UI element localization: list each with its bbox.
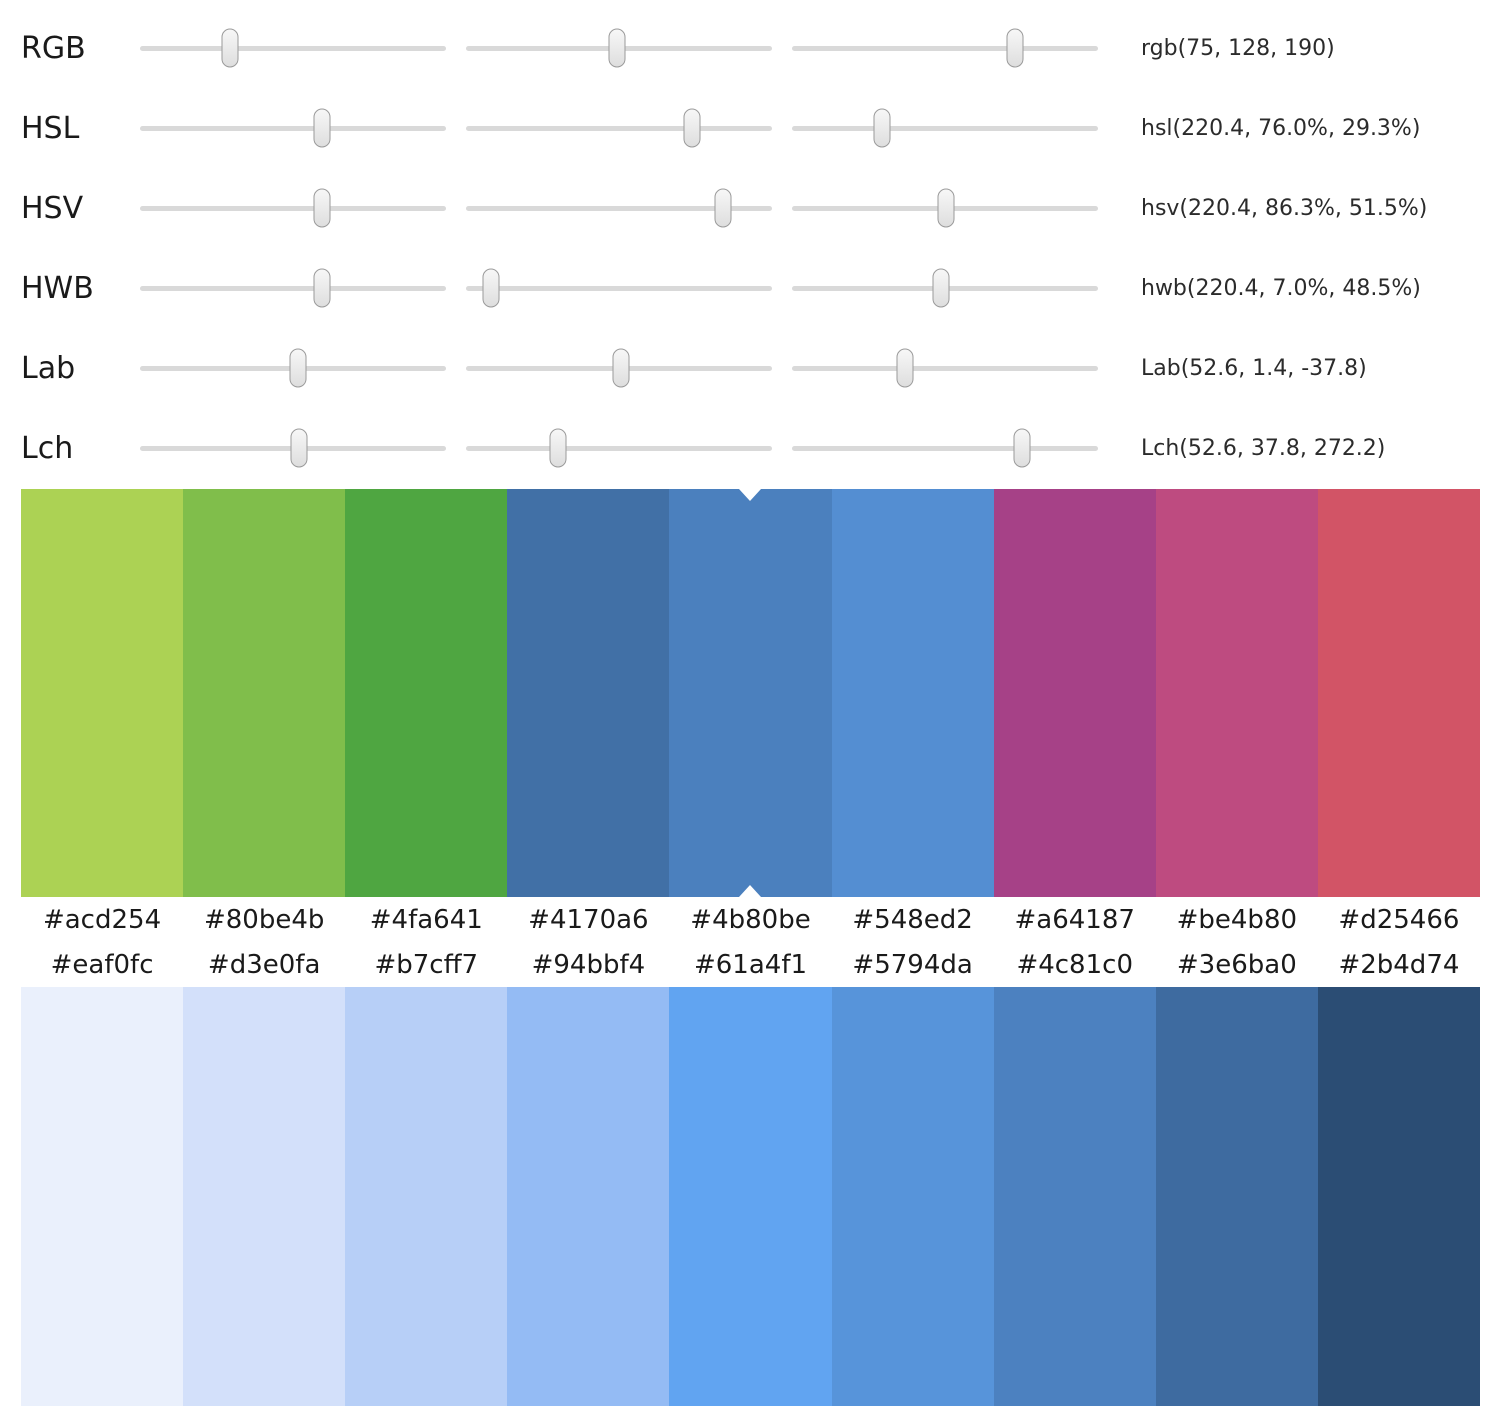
- swatch-hex-label: #4c81c0: [1016, 949, 1133, 980]
- slider-thumb[interactable]: [482, 268, 500, 308]
- slider-thumb[interactable]: [937, 188, 955, 228]
- slider-thumb[interactable]: [313, 188, 331, 228]
- palette-swatch[interactable]: [1155, 489, 1318, 897]
- palette-swatch[interactable]: [21, 489, 184, 897]
- slider-thumb[interactable]: [683, 108, 701, 148]
- slider-track-3[interactable]: [792, 28, 1098, 68]
- slider-value: hsl(220.4, 76.0%, 29.3%): [1141, 115, 1421, 141]
- slider-row-label: RGB: [21, 30, 86, 66]
- palette-swatch[interactable]: [183, 489, 346, 897]
- slider-track-1[interactable]: [140, 188, 446, 228]
- slider-track-1[interactable]: [140, 28, 446, 68]
- slider-thumb[interactable]: [290, 428, 308, 468]
- slider-value: hsv(220.4, 86.3%, 51.5%): [1141, 195, 1428, 221]
- slider-thumb[interactable]: [313, 108, 331, 148]
- slider-row-rgb: RGB rgb(75, 128, 190): [0, 8, 1501, 88]
- palette-swatch[interactable]: [345, 489, 508, 897]
- slider-track-2[interactable]: [466, 28, 772, 68]
- slider-track-1[interactable]: [140, 268, 446, 308]
- palette-top-labels: #acd254 #80be4b #4fa641 #4170a6 #4b80be #548e…: [21, 897, 1480, 942]
- slider-track-2[interactable]: [466, 268, 772, 308]
- slider-thumb[interactable]: [1013, 428, 1031, 468]
- slider-track-1[interactable]: [140, 108, 446, 148]
- palette-swatch[interactable]: [1317, 489, 1480, 897]
- swatch-hex-label: #2b4d74: [1338, 949, 1460, 980]
- slider-track-2[interactable]: [466, 108, 772, 148]
- swatch-hex-label: #eaf0fc: [50, 949, 154, 980]
- palette-bottom: [21, 987, 1480, 1406]
- palette-swatch[interactable]: [1155, 987, 1318, 1406]
- selected-swatch-notch-top-icon: [739, 489, 762, 501]
- slider-row-label: HSV: [21, 190, 84, 226]
- slider-row-hwb: HWB hwb(220.4, 7.0%, 48.5%): [0, 248, 1501, 328]
- slider-thumb[interactable]: [1006, 28, 1024, 68]
- slider-thumb[interactable]: [313, 268, 331, 308]
- palette-swatch[interactable]: [345, 987, 508, 1406]
- swatch-hex-label: #4b80be: [690, 904, 811, 935]
- slider-track-2[interactable]: [466, 428, 772, 468]
- swatch-hex-label: #be4b80: [1176, 904, 1298, 935]
- palette-swatch[interactable]: [831, 489, 994, 897]
- slider-row-lab: Lab Lab(52.6, 1.4, -37.8): [0, 328, 1501, 408]
- selected-swatch-notch-bottom-icon: [739, 885, 762, 897]
- swatch-hex-label: #80be4b: [203, 904, 325, 935]
- slider-row-label: Lab: [21, 350, 76, 386]
- palette-swatch[interactable]: [507, 987, 670, 1406]
- swatch-hex-label: #a64187: [1014, 904, 1135, 935]
- swatch-hex-label: #d25466: [1338, 904, 1460, 935]
- palette-top: [21, 489, 1480, 897]
- slider-value: hwb(220.4, 7.0%, 48.5%): [1141, 275, 1421, 301]
- swatch-hex-label: #3e6ba0: [1176, 949, 1297, 980]
- swatch-hex-label: #d3e0fa: [207, 949, 321, 980]
- slider-track-1[interactable]: [140, 428, 446, 468]
- slider-row-label: Lch: [21, 430, 74, 466]
- slider-track-2[interactable]: [466, 348, 772, 388]
- slider-track-3[interactable]: [792, 428, 1098, 468]
- slider-thumb[interactable]: [714, 188, 732, 228]
- palette-swatch[interactable]: [993, 489, 1156, 897]
- palette-swatch[interactable]: [183, 987, 346, 1406]
- slider-track-3[interactable]: [792, 108, 1098, 148]
- slider-value: Lch(52.6, 37.8, 272.2): [1141, 435, 1386, 461]
- slider-thumb[interactable]: [896, 348, 914, 388]
- slider-track-2[interactable]: [466, 188, 772, 228]
- palette-swatch[interactable]: [507, 489, 670, 897]
- swatch-hex-label: #94bbf4: [531, 949, 646, 980]
- slider-panel: RGB rgb(75, 128, 190) HSL hsl(220.4, 76.0%,…: [0, 0, 1501, 489]
- slider-thumb[interactable]: [608, 28, 626, 68]
- slider-track-1[interactable]: [140, 348, 446, 388]
- slider-track-3[interactable]: [792, 348, 1098, 388]
- slider-track-3[interactable]: [792, 188, 1098, 228]
- slider-row-lch: Lch Lch(52.6, 37.8, 272.2): [0, 408, 1501, 488]
- slider-thumb[interactable]: [612, 348, 630, 388]
- palette-swatch[interactable]: [1317, 987, 1480, 1406]
- slider-value: rgb(75, 128, 190): [1141, 35, 1335, 61]
- slider-value: Lab(52.6, 1.4, -37.8): [1141, 355, 1367, 381]
- slider-track-3[interactable]: [792, 268, 1098, 308]
- swatch-hex-label: #5794da: [852, 949, 973, 980]
- palette-swatch[interactable]: [669, 987, 832, 1406]
- swatch-hex-label: #4170a6: [528, 904, 649, 935]
- slider-row-hsv: HSV hsv(220.4, 86.3%, 51.5%): [0, 168, 1501, 248]
- swatch-hex-label: #acd254: [42, 904, 162, 935]
- swatch-hex-label: #b7cff7: [374, 949, 479, 980]
- swatch-hex-label: #548ed2: [852, 904, 973, 935]
- swatch-hex-label: #4fa641: [369, 904, 483, 935]
- slider-row-label: HSL: [21, 110, 80, 146]
- slider-thumb[interactable]: [932, 268, 950, 308]
- slider-row-hsl: HSL hsl(220.4, 76.0%, 29.3%): [0, 88, 1501, 168]
- palette-swatch[interactable]: [21, 987, 184, 1406]
- slider-thumb[interactable]: [549, 428, 567, 468]
- swatch-hex-label: #61a4f1: [693, 949, 808, 980]
- palette-swatch[interactable]: [831, 987, 994, 1406]
- slider-thumb[interactable]: [289, 348, 307, 388]
- palette-swatch[interactable]: [993, 987, 1156, 1406]
- slider-thumb[interactable]: [873, 108, 891, 148]
- palette-swatch[interactable]: [669, 489, 832, 897]
- slider-row-label: HWB: [21, 270, 94, 306]
- slider-thumb[interactable]: [221, 28, 239, 68]
- palette-bottom-labels: #eaf0fc #d3e0fa #b7cff7 #94bbf4 #61a4f1 #5794…: [21, 942, 1480, 987]
